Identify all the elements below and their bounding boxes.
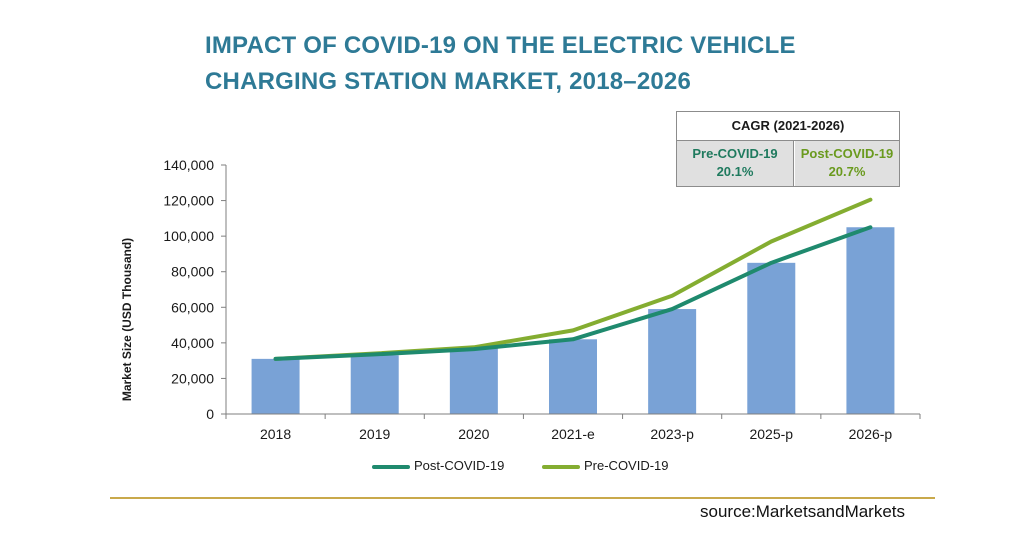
y-tick-label: 20,000	[171, 370, 214, 386]
x-tick-label: 2023-p	[650, 426, 694, 442]
y-axis-title: Market Size (USD Thousand)	[120, 238, 134, 401]
legend-pre-covid-label: Pre-COVID-19	[584, 458, 669, 473]
cagr-post-covid-cell: Post-COVID-19 20.7%	[795, 141, 899, 186]
bar	[350, 355, 399, 414]
x-tick-label: 2019	[359, 426, 390, 442]
y-tick-label: 60,000	[171, 299, 214, 315]
y-tick-label: 140,000	[163, 157, 214, 173]
footer-divider	[110, 497, 935, 499]
cagr-box: CAGR (2021-2026) Pre-COVID-19 20.1% Post…	[676, 111, 900, 187]
cagr-pre-covid-label: Pre-COVID-19	[692, 146, 778, 161]
x-tick-label: 2021-e	[551, 426, 595, 442]
cagr-pre-covid-cell: Pre-COVID-19 20.1%	[677, 141, 794, 186]
x-tick-label: 2025-p	[749, 426, 793, 442]
y-tick-label: 80,000	[171, 264, 214, 280]
y-tick-label: 100,000	[163, 228, 214, 244]
cagr-pre-covid-value: 20.1%	[716, 164, 754, 179]
x-tick-label: 2018	[260, 426, 291, 442]
cagr-heading: CAGR (2021-2026)	[677, 112, 899, 141]
bar	[549, 339, 597, 414]
cagr-post-covid-label: Post-COVID-19	[800, 146, 894, 161]
y-tick-label: 0	[206, 406, 214, 422]
bar	[449, 348, 498, 414]
bar	[648, 309, 697, 414]
legend-post-covid-label: Post-COVID-19	[414, 458, 505, 473]
x-tick-label: 2020	[458, 426, 489, 442]
x-tick-label: 2026-p	[849, 426, 893, 442]
y-tick-label: 120,000	[163, 193, 214, 209]
bar	[747, 262, 796, 414]
chart-title: IMPACT OF COVID-19 ON THE ELECTRIC VEHIC…	[205, 32, 796, 95]
bar	[251, 358, 300, 414]
source-note: source:MarketsandMarkets	[700, 502, 906, 521]
y-tick-label: 40,000	[171, 335, 214, 351]
cagr-post-covid-value: 20.7%	[828, 164, 866, 179]
legend-pre-covid-swatch	[542, 465, 580, 469]
series-line-post-covid	[273, 225, 873, 361]
bar	[846, 227, 895, 414]
legend-post-covid-swatch	[372, 465, 410, 469]
